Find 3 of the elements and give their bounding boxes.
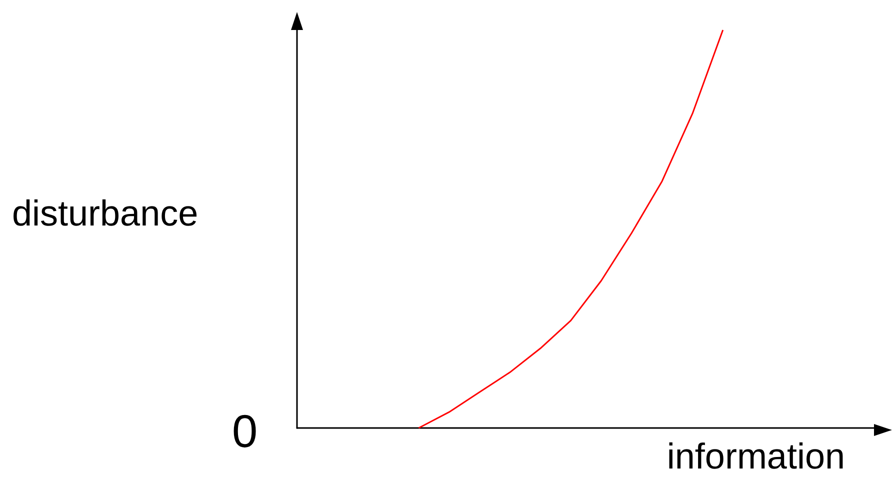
x-axis-title: information xyxy=(666,436,845,476)
text: 0 xyxy=(232,405,258,457)
y-axis-title: disturbance xyxy=(12,192,198,234)
